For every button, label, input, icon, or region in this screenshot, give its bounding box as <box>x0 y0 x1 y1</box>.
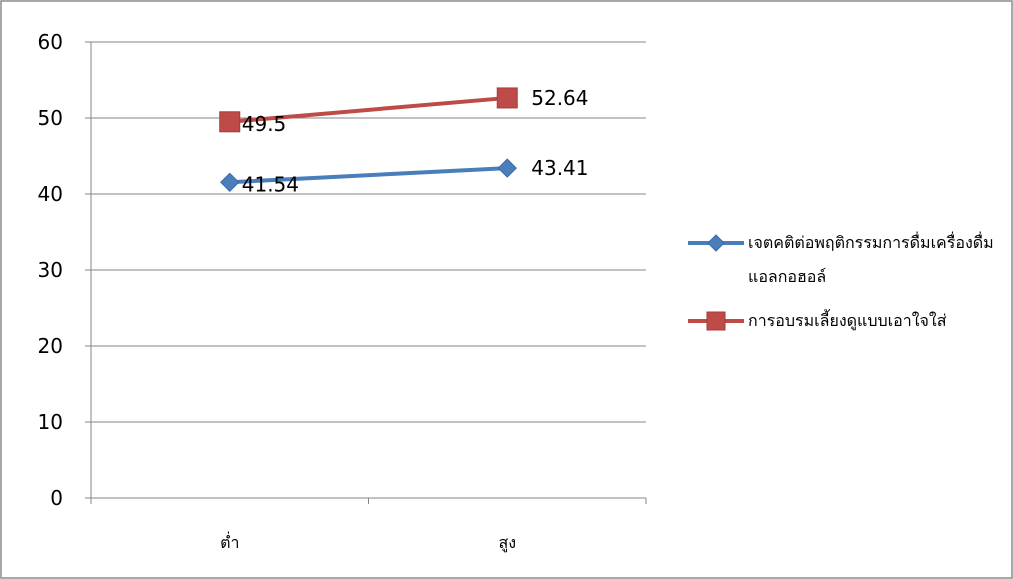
data-point-1-1 <box>496 87 518 109</box>
y-tick-label-20: 20 <box>38 334 63 358</box>
series-0: 41.54 43.41 <box>220 156 589 196</box>
y-tick-label-10: 10 <box>38 410 63 434</box>
legend-item-parenting: การอบรมเลี้ยงดูแบบเอาใจใส่ <box>688 310 1008 338</box>
legend-item-attitude: เจตคติต่อพฤติกรรมการดื่มเครื่องดื่มแอลกอ… <box>688 232 1008 294</box>
y-tick-label-30: 30 <box>38 258 63 282</box>
legend-swatch-blue-diamond <box>688 234 744 252</box>
legend-label-parenting: การอบรมเลี้ยงดูแบบเอาใจใส่ <box>748 311 947 330</box>
x-tick-label-0: ต่ำ <box>220 531 239 552</box>
series-line-1 <box>229 95 508 124</box>
legend-label-attitude: เจตคติต่อพฤติกรรมการดื่มเครื่องดื่มแอลกอ… <box>748 233 994 286</box>
data-point-0-1 <box>497 158 517 178</box>
x-tick-labels: ต่ำ สูง <box>220 531 516 553</box>
x-tick-label-1: สูง <box>498 533 516 553</box>
series-line-0 <box>229 166 508 185</box>
y-tick-label-50: 50 <box>38 106 63 130</box>
axes <box>85 41 647 504</box>
data-point-0-0 <box>220 172 240 193</box>
y-tick-labels: 0 10 20 30 40 50 60 <box>38 30 63 510</box>
data-label-1-0: 49.5 <box>242 112 287 136</box>
series-1: 49.5 52.64 <box>219 86 589 136</box>
data-point-1-0 <box>219 111 241 133</box>
y-tick-label-0: 0 <box>50 486 63 510</box>
data-label-0-1: 43.41 <box>531 156 588 180</box>
legend: เจตคติต่อพฤติกรรมการดื่มเครื่องดื่มแอลกอ… <box>688 232 1008 354</box>
data-label-0-0: 41.54 <box>242 172 299 196</box>
series-group: 41.54 43.41 49.5 52.64 <box>219 86 589 196</box>
y-tick-label-40: 40 <box>38 182 63 206</box>
legend-swatch-red-square <box>688 311 744 331</box>
data-label-1-1: 52.64 <box>531 86 588 110</box>
y-tick-label-60: 60 <box>38 30 63 54</box>
gridlines <box>91 41 646 423</box>
